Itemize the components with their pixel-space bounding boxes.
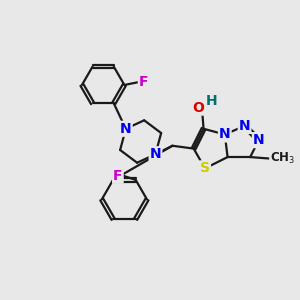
Text: O: O	[192, 100, 204, 115]
Text: F: F	[113, 169, 123, 183]
Text: N: N	[253, 133, 265, 147]
Text: N: N	[150, 147, 161, 161]
Text: F: F	[139, 75, 148, 89]
Text: S: S	[200, 161, 210, 176]
Text: H: H	[206, 94, 218, 107]
Text: N: N	[120, 122, 132, 136]
Text: N: N	[239, 119, 250, 133]
Text: N: N	[219, 128, 231, 141]
Text: CH$_3$: CH$_3$	[270, 151, 295, 166]
